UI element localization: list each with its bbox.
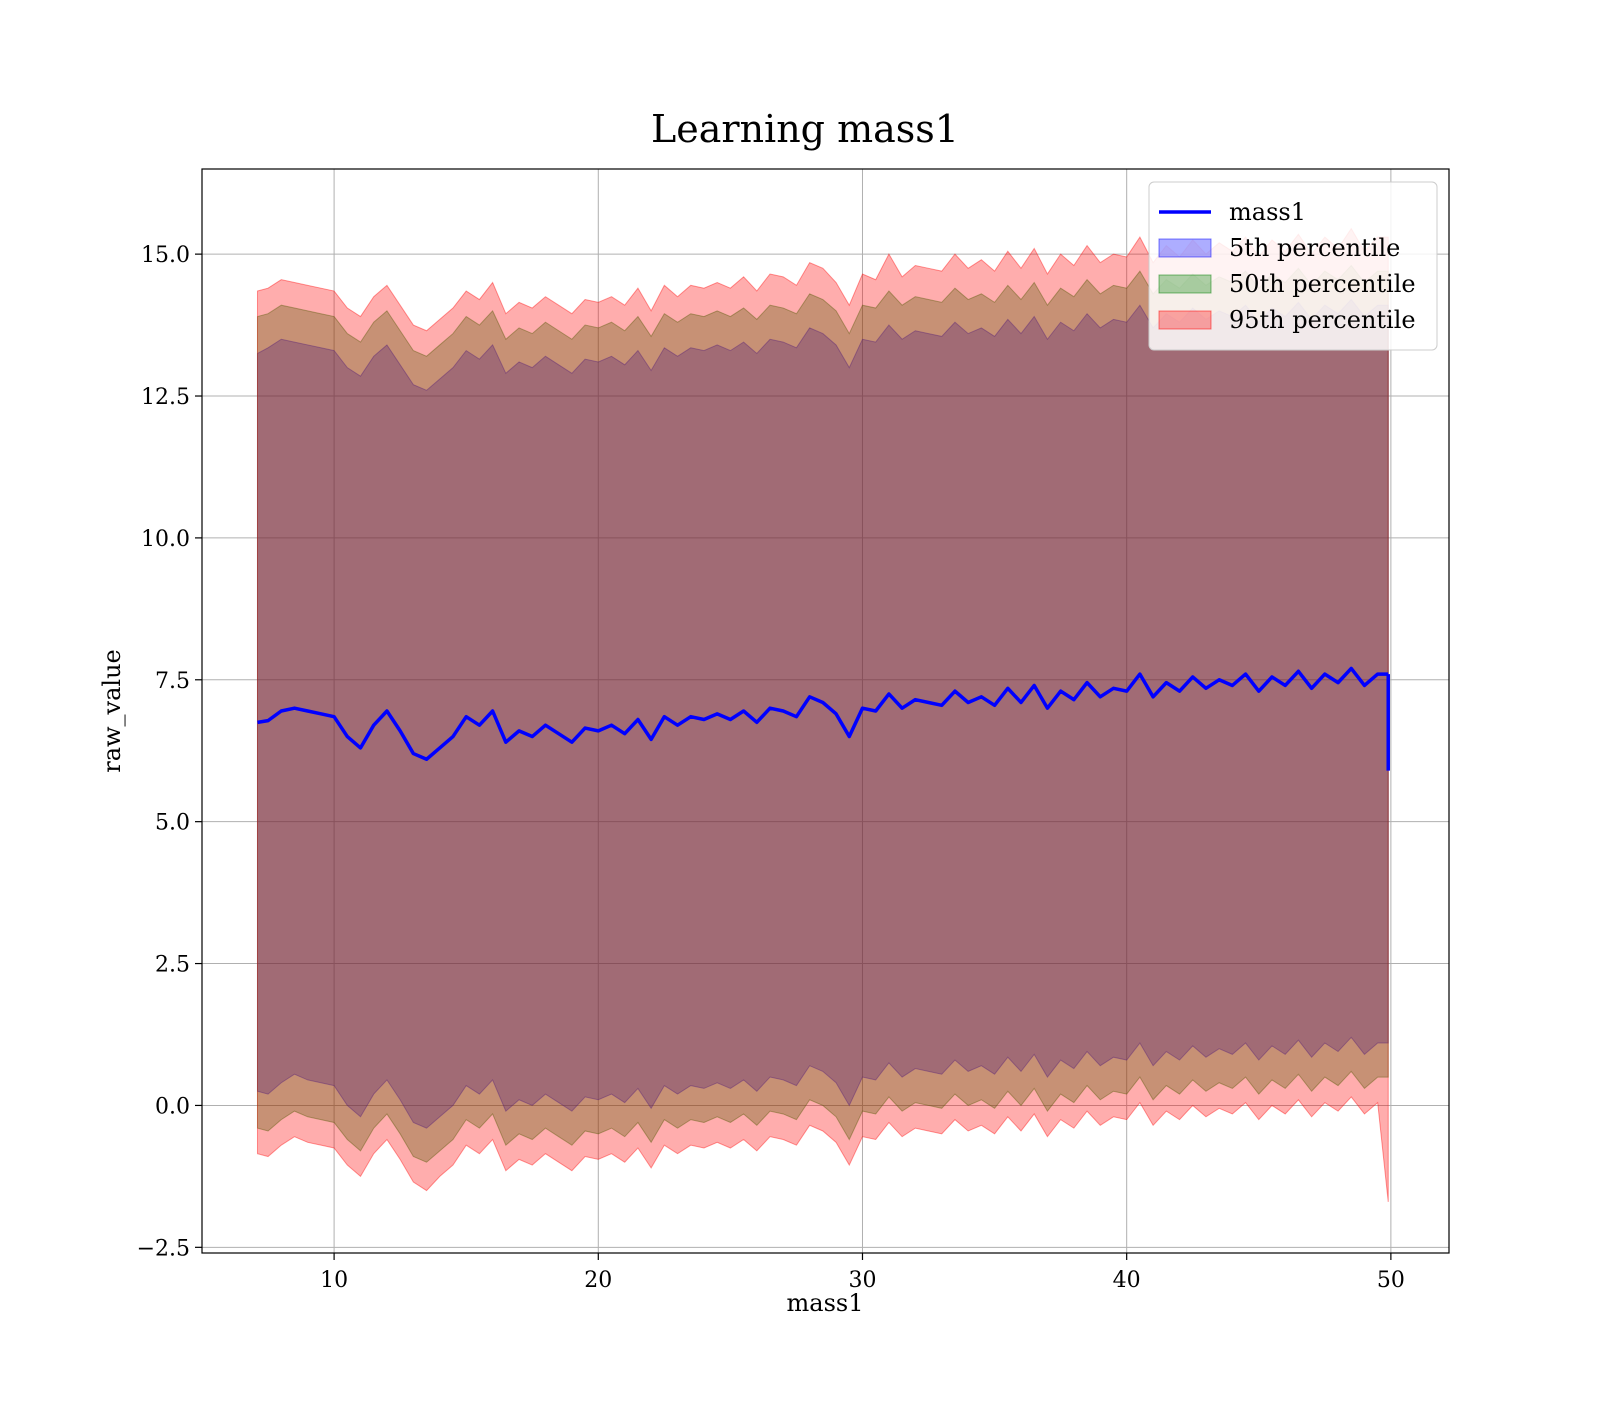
legend-label: 50th percentile — [1229, 270, 1416, 298]
tick-layer: 10 20 30 40 50 −2.5 0.0 2.5 5.0 7.5 10.0 12.5 15.0 — [137, 243, 1405, 1293]
chart-title: Learning mass1 — [651, 107, 959, 151]
series-line-mass1 — [257, 666, 1389, 761]
plot-frame — [201, 168, 1450, 1254]
x-tick-label: 30 — [848, 1268, 876, 1293]
legend-swatch-patch — [1158, 310, 1212, 330]
x-tick-label: 50 — [1377, 1268, 1405, 1293]
legend-frame — [1148, 181, 1438, 351]
x-tick-label: 10 — [320, 1268, 348, 1293]
legend-swatch-patch — [1158, 274, 1212, 294]
band-95th-percentile — [256, 227, 1389, 1202]
band-50th-percentile — [256, 264, 1389, 1163]
y-tick-label: 2.5 — [155, 953, 190, 978]
x-tick-label: 40 — [1113, 1268, 1141, 1293]
y-tick-label: 5.0 — [155, 811, 190, 836]
y-axis-label: raw_value — [98, 649, 126, 773]
legend-swatch-patch — [1158, 238, 1212, 258]
legend: mass1 5th percentile 50th percentile 95th p… — [1148, 181, 1438, 351]
y-tick-label: 7.5 — [155, 669, 190, 694]
y-tick-label: 0.0 — [155, 1094, 190, 1119]
x-axis-label: mass1 — [787, 1289, 864, 1317]
legend-label: 5th percentile — [1229, 234, 1400, 262]
y-tick-label: 10.0 — [141, 527, 190, 552]
legend-label: 95th percentile — [1229, 306, 1416, 334]
band-layer — [256, 227, 1389, 1202]
y-tick-label: 15.0 — [141, 243, 190, 268]
line-layer — [257, 666, 1390, 771]
y-tick-label: −2.5 — [137, 1236, 190, 1261]
legend-label: mass1 — [1229, 198, 1306, 226]
x-tick-label: 20 — [584, 1268, 612, 1293]
y-tick-label: 12.5 — [141, 385, 190, 410]
band-5th-percentile — [256, 298, 1389, 1129]
